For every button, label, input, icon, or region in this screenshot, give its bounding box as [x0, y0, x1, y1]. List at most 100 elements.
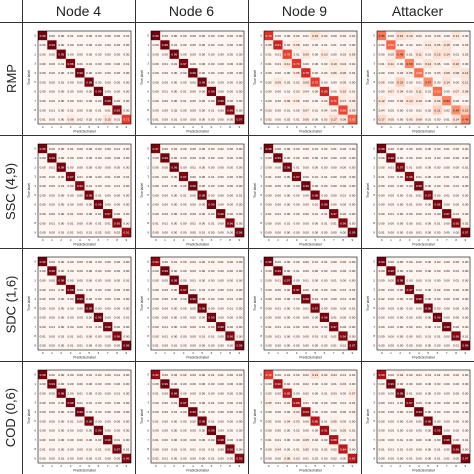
matrix-cell	[264, 190, 274, 200]
matrix-cell	[65, 397, 76, 408]
cell-value: 0.00	[388, 184, 394, 188]
cell-value: 0.00	[123, 288, 129, 292]
y-tick-label: 7	[260, 212, 262, 216]
matrix-cell	[273, 294, 283, 304]
x-tick-label: 9	[465, 351, 467, 355]
cell-value: 0.00	[444, 231, 450, 235]
cell-value: 0.98	[444, 325, 450, 329]
matrix-frame	[263, 256, 358, 351]
cell-value: 0.01	[444, 147, 450, 151]
matrix-cell	[432, 181, 443, 191]
cell-value: 0.00	[58, 288, 64, 292]
cell-value: 0.01	[153, 438, 159, 442]
cell-value: 0.00	[58, 260, 64, 264]
cell-value: 0.00	[86, 99, 92, 103]
cell-value: 0.73	[294, 62, 300, 66]
y-tick-label: 9	[147, 456, 149, 460]
matrix-cell	[347, 294, 357, 304]
cell-value: 0.99	[86, 306, 92, 310]
cell-value: 0.00	[453, 288, 459, 292]
cell-value: 0.00	[416, 165, 422, 169]
cell-value: 0.00	[218, 457, 224, 461]
matrix-cell	[65, 407, 76, 417]
cell-value: 0.00	[379, 382, 385, 386]
cell-value: 0.00	[227, 373, 233, 377]
matrix-cell	[347, 266, 357, 276]
matrix-cell	[273, 303, 283, 313]
cell-value: 0.01	[266, 62, 272, 66]
matrix-cell	[282, 181, 292, 191]
matrix-cell	[377, 153, 387, 163]
matrix-cell	[75, 331, 85, 341]
cell-value: 0.00	[425, 203, 431, 207]
cell-value: 0.00	[397, 269, 403, 273]
matrix-cell	[75, 40, 85, 50]
cell-value: 0.00	[105, 193, 111, 197]
cell-value: 0.01	[331, 43, 337, 47]
cell-value: 0.00	[275, 203, 281, 207]
cell-value: 0.00	[77, 34, 83, 38]
cell-value: 0.00	[86, 108, 92, 112]
cell-value: 0.01	[208, 447, 214, 451]
matrix-cell	[432, 40, 443, 50]
matrix-cell	[160, 257, 170, 267]
cell-value: 0.00	[434, 260, 440, 264]
cell-value: 0.01	[444, 62, 450, 66]
cell-value: 0.00	[321, 297, 327, 301]
matrix-cell	[47, 379, 57, 389]
cell-value: 0.00	[49, 306, 55, 310]
cell-value: 0.00	[312, 165, 318, 169]
matrix-cell	[38, 31, 48, 41]
cell-value: 0.01	[208, 175, 214, 179]
y-tick-label: 9	[147, 343, 149, 347]
matrix-cell	[216, 40, 226, 50]
cell-value: 0.00	[153, 429, 159, 433]
cell-value: 0.00	[434, 306, 440, 310]
y-tick-label: 9	[260, 117, 262, 121]
cell-value: 0.00	[218, 410, 224, 414]
cell-value: 0.00	[434, 419, 440, 423]
x-tick-label: 0	[155, 125, 157, 129]
matrix-cell	[347, 303, 357, 313]
cell-value: 0.00	[462, 62, 468, 66]
cell-value: 0.01	[171, 43, 177, 47]
matrix-cell	[75, 227, 85, 237]
x-tick-label: 5	[201, 238, 203, 242]
cell-value: 0.00	[266, 344, 272, 348]
cell-value: 0.00	[453, 410, 459, 414]
cell-value: 0.00	[181, 184, 187, 188]
cell-value: 0.01	[425, 52, 431, 56]
cell-value: 0.00	[349, 184, 355, 188]
cell-value: 0.00	[49, 80, 55, 84]
y-tick-label: 9	[34, 456, 36, 460]
cell-value: 0.00	[340, 269, 346, 273]
matrix-cell	[386, 114, 396, 124]
cell-value: 0.00	[236, 212, 242, 216]
cell-value: 0.00	[331, 175, 337, 179]
cell-value: 0.00	[236, 306, 242, 310]
cell-value: 0.00	[218, 165, 224, 169]
x-tick-label: 5	[88, 125, 90, 129]
cell-value: 0.01	[379, 447, 385, 451]
matrix-cell	[216, 105, 226, 115]
cell-value: 0.00	[153, 401, 159, 405]
cell-value: 0.00	[379, 410, 385, 414]
matrix-cell	[225, 227, 235, 237]
cell-value: 0.00	[114, 382, 120, 386]
cell-value: 0.00	[227, 80, 233, 84]
cell-value: 0.01	[190, 447, 196, 451]
cell-value: 0.00	[190, 457, 196, 461]
cell-value: 0.00	[453, 457, 459, 461]
cell-value: 0.00	[171, 221, 177, 225]
matrix-cell	[38, 370, 48, 380]
cell-value: 0.00	[275, 260, 281, 264]
matrix-cell	[206, 257, 217, 267]
x-tick-label: 4	[79, 351, 81, 355]
matrix-cell	[206, 144, 217, 154]
matrix-cell	[216, 218, 226, 228]
cell-value: 0.00	[153, 52, 159, 56]
cell-value: 0.02	[284, 118, 290, 122]
matrix-cell	[103, 379, 113, 389]
cell-value: 0.00	[86, 297, 92, 301]
cell-value: 0.00	[227, 165, 233, 169]
